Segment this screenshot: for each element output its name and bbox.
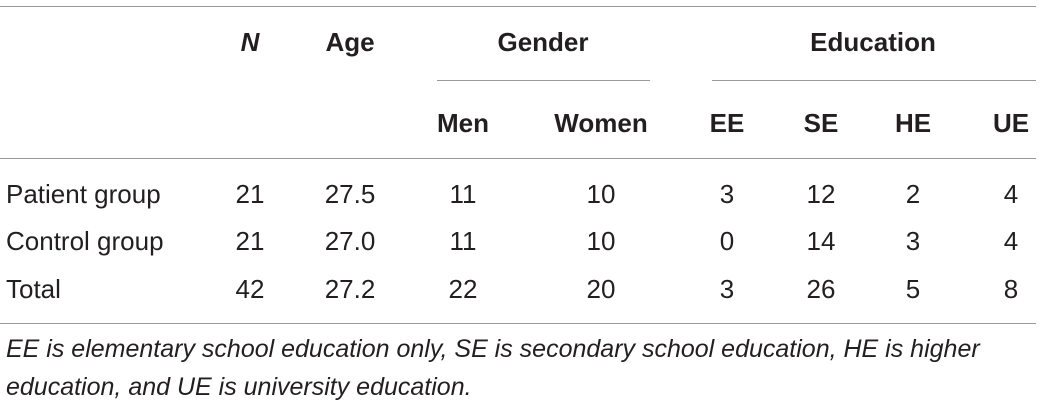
header-se: SE bbox=[803, 108, 839, 138]
cell-women: 10 bbox=[586, 226, 616, 256]
cell-ue: 4 bbox=[1003, 226, 1019, 256]
cell-ee: 0 bbox=[719, 226, 735, 256]
table-footnote: EE is elementary school education only, … bbox=[6, 335, 980, 401]
cell-n: 21 bbox=[235, 226, 265, 256]
header-ee: EE bbox=[709, 108, 745, 138]
cell-he: 5 bbox=[905, 274, 921, 304]
header-gender: Gender bbox=[497, 27, 589, 57]
cell-age: 27.0 bbox=[324, 226, 376, 256]
cell-men: 11 bbox=[449, 179, 477, 209]
header-bottom-rule bbox=[0, 158, 1036, 159]
cell-ue: 4 bbox=[1003, 179, 1019, 209]
header-women: Women bbox=[554, 108, 648, 138]
gender-group-rule bbox=[437, 80, 650, 81]
cell-ee: 3 bbox=[719, 274, 735, 304]
row-label: Total bbox=[6, 274, 61, 304]
cell-he: 3 bbox=[905, 226, 921, 256]
header-education: Education bbox=[810, 27, 936, 57]
cell-se: 14 bbox=[806, 226, 836, 256]
cell-women: 10 bbox=[586, 179, 616, 209]
table-bottom-rule bbox=[0, 323, 1036, 324]
cell-ue: 8 bbox=[1003, 274, 1019, 304]
cell-he: 2 bbox=[905, 179, 921, 209]
cell-men: 11 bbox=[449, 226, 477, 256]
header-he: HE bbox=[894, 108, 932, 138]
row-label: Patient group bbox=[6, 179, 161, 209]
cell-se: 12 bbox=[806, 179, 836, 209]
header-ue: UE bbox=[992, 108, 1030, 138]
header-age: Age bbox=[325, 27, 375, 57]
top-rule bbox=[0, 6, 1036, 7]
education-group-rule bbox=[712, 80, 1036, 81]
cell-men: 22 bbox=[448, 274, 478, 304]
cell-age: 27.5 bbox=[324, 179, 376, 209]
cell-n: 42 bbox=[235, 274, 265, 304]
cell-n: 21 bbox=[235, 179, 265, 209]
cell-se: 26 bbox=[806, 274, 836, 304]
header-men: Men bbox=[437, 108, 489, 138]
cell-women: 20 bbox=[586, 274, 616, 304]
cell-ee: 3 bbox=[719, 179, 735, 209]
cell-age: 27.2 bbox=[324, 274, 376, 304]
header-n: N bbox=[240, 27, 260, 57]
row-label: Control group bbox=[6, 226, 164, 256]
